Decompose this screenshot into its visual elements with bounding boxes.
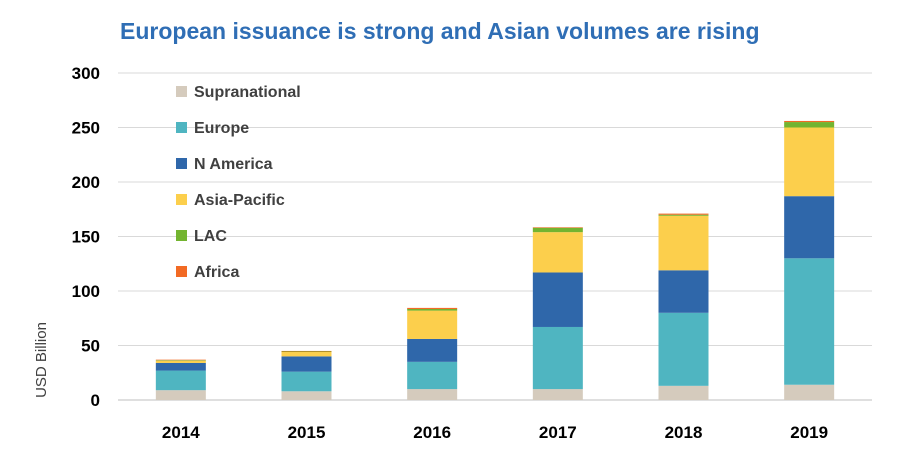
bar-segment (155, 362, 206, 371)
bar-segment (532, 272, 583, 327)
bar-segment (407, 361, 458, 390)
bar-segment (784, 196, 835, 259)
bar-segment (281, 391, 332, 400)
bars (155, 120, 835, 400)
legend-label: LAC (194, 228, 227, 245)
legend-label: Europe (194, 120, 249, 137)
gridlines (118, 72, 872, 401)
bar-segment (281, 350, 332, 352)
legend-label: Asia-Pacific (194, 192, 285, 209)
y-tick-label: 100 (72, 282, 100, 301)
legend-swatch (176, 158, 187, 169)
legend-label: Supranational (194, 84, 301, 101)
legend-swatch (176, 86, 187, 97)
bar-segment (784, 120, 835, 123)
y-axis-ticks: 0 50 100 150 200 250 300 (72, 64, 100, 410)
bar-segment (658, 312, 709, 386)
bar-segment (784, 258, 835, 385)
bar-segment (155, 359, 206, 361)
x-axis-ticks: 2014 2015 2016 2017 2018 2019 (162, 423, 828, 442)
bar-segment (281, 352, 332, 357)
y-tick-label: 250 (72, 119, 100, 138)
y-tick-label: 300 (72, 64, 100, 83)
bar-segment (407, 389, 458, 400)
y-tick-label: 200 (72, 173, 100, 192)
legend-swatch (176, 122, 187, 133)
bar-segment (407, 307, 458, 309)
bar-segment (532, 232, 583, 273)
bar-segment (155, 360, 206, 363)
y-tick-label: 0 (91, 391, 100, 410)
bar-segment (658, 215, 709, 271)
bar-segment (281, 351, 332, 353)
x-tick-label: 2016 (413, 423, 451, 442)
bar-segment (407, 310, 458, 339)
bar-segment (784, 122, 835, 128)
bar-segment (532, 389, 583, 400)
bar-segment (281, 356, 332, 372)
bar-segment (532, 227, 583, 233)
bar-segment (532, 326, 583, 390)
bar-segment (658, 214, 709, 216)
legend-label: Africa (194, 264, 239, 281)
bar-segment (658, 270, 709, 313)
x-tick-label: 2018 (665, 423, 703, 442)
bar-segment (658, 213, 709, 215)
x-tick-label: 2014 (162, 423, 200, 442)
y-tick-label: 150 (72, 228, 100, 247)
bar-segment (784, 127, 835, 197)
y-axis-label: USD Billion (33, 322, 50, 398)
legend-swatch (176, 194, 187, 205)
bar-segment (784, 384, 835, 400)
legend-swatch (176, 266, 187, 277)
bar-segment (407, 308, 458, 311)
bar-segment (658, 385, 709, 400)
x-tick-label: 2015 (288, 423, 326, 442)
legend: Supranational Europe N America Asia-Pacific… (176, 84, 301, 281)
legend-label: N America (194, 156, 273, 173)
bar-segment (281, 371, 332, 392)
bar-segment (532, 227, 583, 228)
bar-segment (155, 370, 206, 391)
x-tick-label: 2017 (539, 423, 577, 442)
chart-title: European issuance is strong and Asian vo… (120, 18, 760, 44)
bar-segment (407, 338, 458, 362)
bar-segment (155, 390, 206, 400)
bar-segment (155, 360, 206, 361)
legend-swatch (176, 230, 187, 241)
y-tick-label: 50 (81, 337, 100, 356)
x-tick-label: 2019 (790, 423, 828, 442)
